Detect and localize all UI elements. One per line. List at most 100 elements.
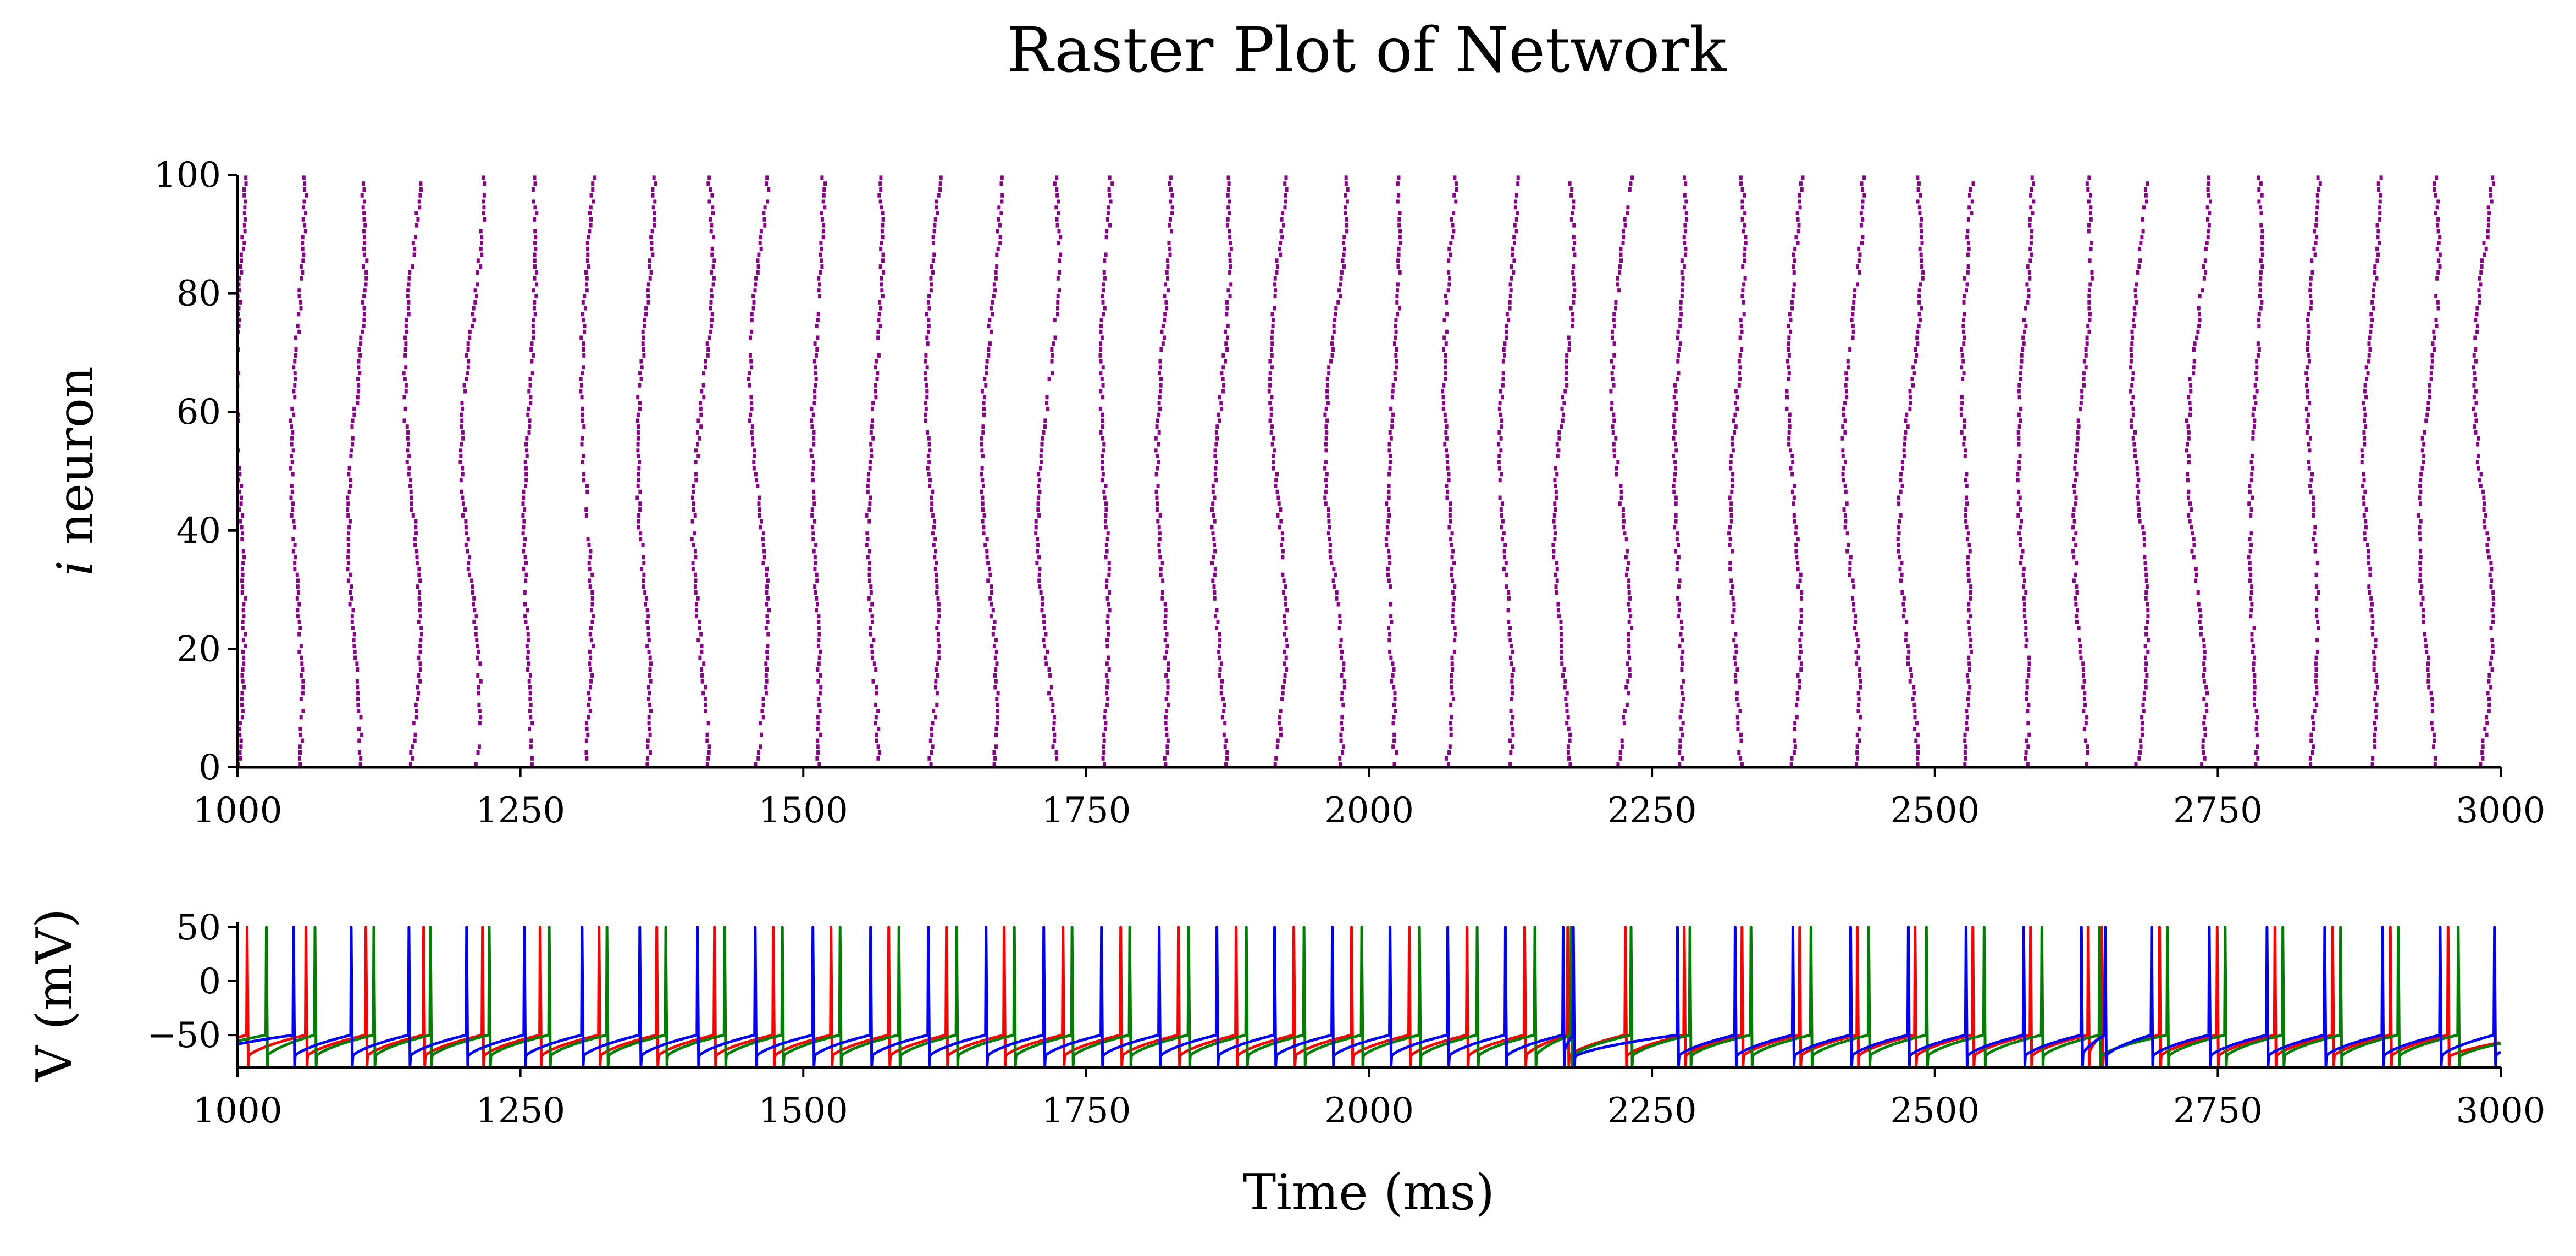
raster-spike bbox=[710, 312, 714, 317]
raster-spike bbox=[2437, 241, 2441, 245]
raster-spike bbox=[529, 401, 533, 405]
raster-spike bbox=[754, 276, 758, 281]
raster-spike bbox=[1794, 525, 1798, 530]
raster-spike bbox=[1444, 353, 1447, 358]
raster-spike bbox=[2192, 555, 2196, 560]
raster-spike bbox=[1043, 418, 1047, 423]
raster-spike bbox=[871, 401, 875, 405]
raster-spike bbox=[473, 300, 477, 305]
raster-spike bbox=[1058, 270, 1062, 275]
raster-spike bbox=[2248, 489, 2252, 494]
raster-spike bbox=[1034, 519, 1038, 524]
raster-spike bbox=[2315, 685, 2319, 690]
raster-spike bbox=[459, 478, 463, 483]
raster-spike bbox=[1441, 389, 1445, 394]
raster-spike bbox=[417, 572, 421, 577]
raster-spike bbox=[875, 732, 878, 737]
raster-spike bbox=[1565, 709, 1569, 713]
raster-spike bbox=[1164, 697, 1168, 701]
raster-spike bbox=[585, 288, 589, 293]
raster-spike bbox=[2202, 638, 2205, 643]
raster-spike bbox=[2314, 655, 2318, 660]
raster-spike bbox=[2027, 732, 2031, 737]
raster-spike bbox=[937, 655, 941, 660]
raster-spike bbox=[699, 406, 703, 411]
raster-spike bbox=[871, 679, 875, 684]
raster-spike bbox=[2197, 323, 2201, 328]
raster-spike bbox=[1102, 448, 1105, 453]
raster-spike bbox=[1040, 460, 1043, 464]
raster-spike bbox=[933, 537, 937, 541]
raster-spike bbox=[1684, 217, 1688, 222]
raster-spike bbox=[579, 383, 583, 388]
raster-spike bbox=[1453, 626, 1457, 630]
raster-spike bbox=[1625, 702, 1629, 707]
raster-spike bbox=[404, 323, 408, 328]
raster-spike bbox=[1281, 685, 1285, 690]
raster-spike bbox=[1228, 235, 1232, 240]
raster-spike bbox=[2418, 561, 2422, 566]
raster-spike bbox=[2082, 383, 2086, 388]
raster-spike bbox=[1444, 341, 1448, 346]
raster-spike bbox=[362, 318, 366, 323]
raster-spike bbox=[1844, 489, 1848, 494]
raster-spike bbox=[348, 602, 352, 607]
raster-spike bbox=[1332, 323, 1336, 328]
raster-spike bbox=[702, 661, 706, 666]
raster-spike bbox=[646, 282, 650, 287]
raster-spike bbox=[1394, 329, 1398, 334]
raster-spike bbox=[870, 649, 874, 654]
raster-spike bbox=[2490, 667, 2494, 672]
raster-spike bbox=[2314, 679, 2318, 684]
raster-spike bbox=[2140, 726, 2144, 731]
raster-spike bbox=[582, 424, 586, 429]
raster-spike bbox=[411, 241, 415, 245]
raster-spike bbox=[1676, 561, 1679, 566]
raster-spike bbox=[2311, 715, 2315, 720]
raster-spike bbox=[1212, 513, 1215, 518]
raster-spike bbox=[2205, 205, 2209, 210]
raster-spike bbox=[2375, 246, 2379, 251]
raster-spike bbox=[2130, 424, 2133, 429]
raster-spike bbox=[2072, 578, 2076, 583]
raster-spike bbox=[1731, 472, 1735, 477]
raster-spike bbox=[1210, 525, 1214, 530]
raster-spike bbox=[1450, 531, 1454, 536]
raster-spike bbox=[2308, 359, 2311, 364]
raster-spike bbox=[460, 424, 463, 429]
raster-spike bbox=[2087, 175, 2091, 180]
raster-spike bbox=[1737, 359, 1741, 364]
raster-spike bbox=[933, 555, 937, 560]
raster-spike bbox=[1970, 211, 1974, 216]
raster-spike bbox=[1387, 513, 1391, 518]
raster-spike bbox=[355, 661, 359, 666]
raster-spike bbox=[937, 649, 941, 654]
raster-spike bbox=[690, 537, 694, 541]
raster-spike bbox=[291, 549, 295, 554]
raster-spike bbox=[1272, 318, 1275, 323]
raster-spike bbox=[1340, 691, 1344, 696]
raster-spike bbox=[1504, 561, 1508, 566]
raster-spike bbox=[1342, 246, 1346, 251]
raster-spike bbox=[1098, 353, 1102, 358]
raster-spike bbox=[291, 430, 295, 435]
raster-spike bbox=[2314, 584, 2318, 589]
raster-spike bbox=[2489, 561, 2493, 566]
raster-spike bbox=[1107, 566, 1111, 571]
raster-spike bbox=[2079, 655, 2083, 660]
raster-spike bbox=[1344, 175, 1348, 180]
raster-spike bbox=[1053, 732, 1057, 737]
raster-spike bbox=[2376, 181, 2380, 186]
raster-spike bbox=[1390, 395, 1394, 400]
raster-spike bbox=[2026, 762, 2030, 767]
raster-spike bbox=[1444, 418, 1448, 423]
raster-spike bbox=[2141, 525, 2145, 530]
raster-spike bbox=[403, 377, 407, 381]
raster-spike bbox=[2421, 608, 2425, 613]
raster-spike bbox=[362, 294, 366, 298]
raster-spike bbox=[927, 294, 931, 298]
raster-spike bbox=[1278, 715, 1282, 720]
raster-spike bbox=[1736, 721, 1740, 726]
raster-spike bbox=[2317, 626, 2320, 630]
raster-spike bbox=[2490, 199, 2494, 204]
